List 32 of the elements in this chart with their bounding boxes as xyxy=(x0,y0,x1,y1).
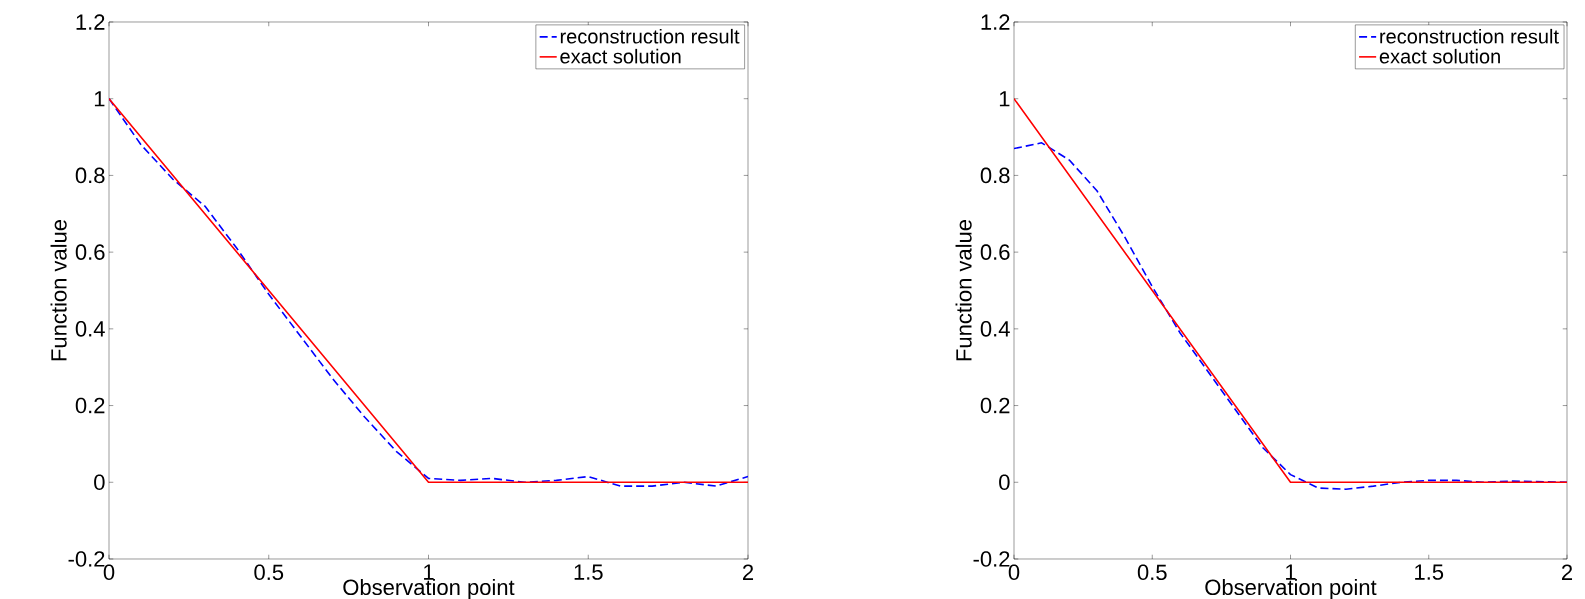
legend-label: exact solution xyxy=(1379,48,1500,64)
y-axis-title: Function value xyxy=(50,219,67,361)
y-tick-label: 1 xyxy=(94,91,105,107)
x-tick-label: 1.5 xyxy=(574,564,603,580)
x-tick-label: 0.5 xyxy=(254,564,284,581)
x-tick-label: 1 xyxy=(1286,564,1296,580)
legend-label: reconstruction result xyxy=(1380,28,1559,44)
x-axis-title: Observation point xyxy=(1205,578,1377,599)
y-tick-label: 0.2 xyxy=(75,397,105,414)
y-tick-label: -0.2 xyxy=(68,551,105,567)
y-tick-label: 0 xyxy=(999,474,1010,491)
y-axis-title: Function value xyxy=(955,219,972,361)
y-tick-label: 0.6 xyxy=(980,244,1010,260)
y-tick-label: 0.8 xyxy=(980,167,1010,184)
y-tick-label: 0.8 xyxy=(75,167,105,184)
y-tick-label: 1 xyxy=(999,91,1010,107)
y-tick-label: -0.2 xyxy=(973,551,1010,567)
y-tick-label: 0.4 xyxy=(980,321,1010,337)
y-tick-label: 0.4 xyxy=(75,321,105,337)
y-tick-label: 0.2 xyxy=(980,397,1010,414)
y-tick-label: 1.2 xyxy=(981,14,1010,30)
legend-label: reconstruction result xyxy=(560,28,740,44)
legend-label: exact solution xyxy=(560,48,681,64)
y-tick-label: 0.6 xyxy=(75,244,105,260)
x-tick-label: 1 xyxy=(424,564,434,580)
x-tick-label: 2 xyxy=(1562,564,1573,580)
x-axis-title: Observation point xyxy=(343,578,515,599)
y-tick-label: 0 xyxy=(94,474,105,491)
x-tick-label: 0.5 xyxy=(1137,564,1167,581)
x-tick-label: 2 xyxy=(743,564,754,580)
y-tick-label: 1.2 xyxy=(76,14,105,30)
x-tick-label: 1.5 xyxy=(1415,564,1444,580)
